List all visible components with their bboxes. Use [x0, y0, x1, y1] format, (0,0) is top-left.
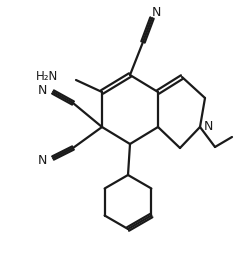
Text: N: N: [151, 5, 160, 19]
Text: N: N: [38, 83, 47, 96]
Text: N: N: [203, 120, 212, 133]
Text: N: N: [38, 154, 47, 167]
Text: H₂N: H₂N: [36, 70, 58, 83]
